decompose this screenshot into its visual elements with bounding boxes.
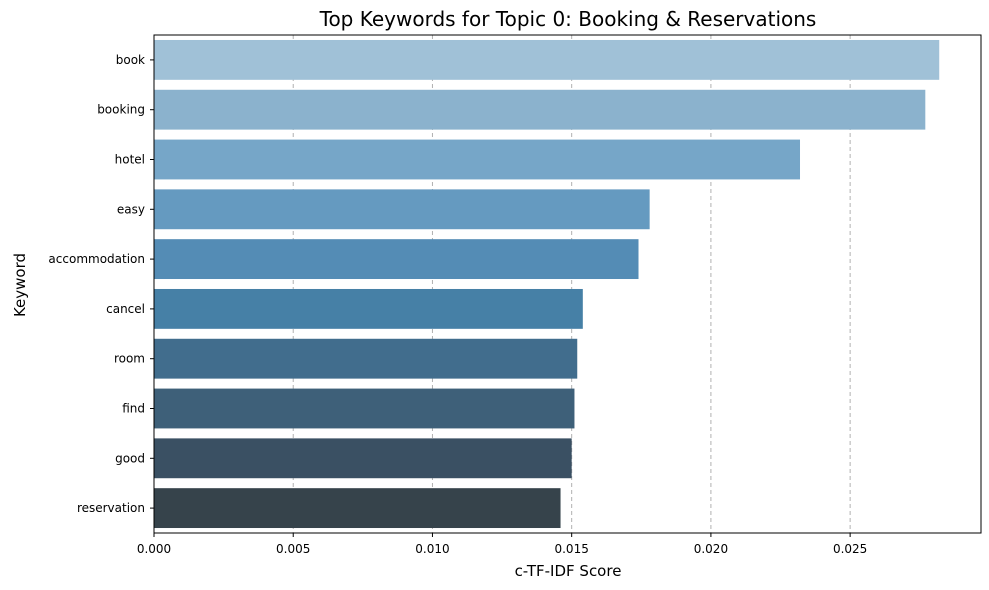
x-tick-label: 0.015: [554, 542, 588, 556]
y-axis-label: Keyword: [11, 253, 29, 317]
bar-room: [154, 338, 578, 379]
bars: [154, 39, 940, 529]
x-axis-ticks: 0.000 0.005 0.010 0.015 0.020 0.025: [137, 533, 867, 556]
bar-reservation: [154, 488, 561, 529]
bar-accommodation: [154, 239, 639, 280]
y-tick-label-find: find: [122, 402, 145, 416]
y-tick-label-cancel: cancel: [106, 302, 145, 316]
axes-frame: [153, 34, 982, 534]
x-tick-label: 0.025: [833, 542, 867, 556]
plot-frame: [153, 34, 982, 534]
x-tick-label: 0.020: [694, 542, 728, 556]
y-tick-label-hotel: hotel: [115, 153, 145, 167]
bar-good: [154, 438, 572, 479]
x-tick-label: 0.010: [415, 542, 449, 556]
y-tick-label-accommodation: accommodation: [48, 252, 145, 266]
x-tick-label: 0.005: [276, 542, 310, 556]
y-tick-label-easy: easy: [117, 202, 145, 216]
x-axis-label: c-TF-IDF Score: [515, 562, 622, 580]
y-tick-label-reservation: reservation: [77, 501, 145, 515]
bar-hotel: [154, 139, 801, 180]
bar-find: [154, 388, 575, 429]
bar-book: [154, 39, 940, 80]
y-axis-ticks: book booking hotel easy accommodation cancel r…: [48, 53, 154, 515]
bar-cancel: [154, 288, 583, 329]
y-tick-label-booking: booking: [97, 103, 145, 117]
bar-easy: [154, 189, 650, 230]
y-tick-label-book: book: [116, 53, 145, 67]
y-tick-label-good: good: [115, 451, 145, 465]
bar-booking: [154, 89, 926, 130]
chart-title: Top Keywords for Topic 0: Booking & Rese…: [319, 7, 817, 31]
x-tick-label: 0.000: [137, 542, 171, 556]
y-tick-label-room: room: [114, 352, 145, 366]
